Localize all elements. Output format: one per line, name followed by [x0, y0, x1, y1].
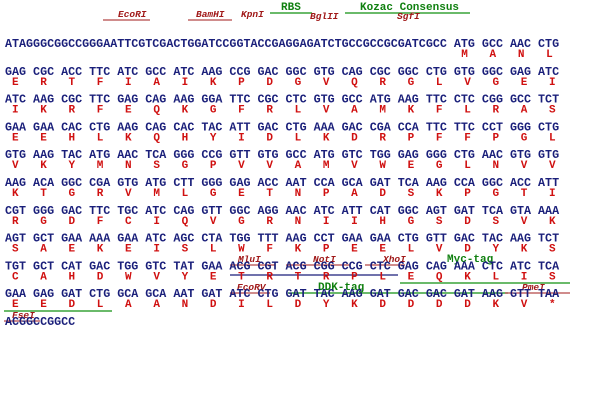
tag-label: Kozac Consensus: [360, 2, 459, 14]
dna-sequence: ATAGGGCGGCCGGGAATTCGTCGACTGGATCCGGTACCGA…: [5, 37, 559, 51]
site-label: MluI: [237, 254, 261, 265]
protein-sequence: VKYMNSGPVVAMVWEGLNVV: [12, 160, 577, 172]
protein-sequence: EEHLKQHYIDLKDRPFFPGL: [12, 132, 577, 144]
dna-sequence: TGT GCT CAT GAC TGG GTC TAT GAA ACG CGT …: [5, 259, 560, 273]
site-label: NotI: [313, 254, 336, 265]
site-label: SgfI: [397, 11, 420, 22]
site-label: EcoRV: [237, 282, 267, 293]
site-label: PmeI: [522, 282, 545, 293]
protein-sequence: ERTFIAIKPDGVQRGLVGEI: [12, 77, 577, 89]
dna-sequence: GAA GAG GAT CTG GCA GCA AAT GAT ATC CTG …: [5, 287, 560, 301]
protein-sequence: SAEKEISLWFKPEELVDYKS: [12, 244, 577, 256]
site-label: EcoRI: [118, 9, 147, 20]
site-label: BamHI: [196, 9, 225, 20]
protein-sequence: RGDFCIQVGRNIIHGSDSVK: [12, 216, 577, 228]
tag-label: Myc-tag: [447, 254, 493, 266]
protein-sequence: CAHDWVYETRTRPLEQKLIS: [12, 271, 577, 283]
dna-sequence: ACGGCCGGCC: [5, 315, 75, 329]
site-label: BglII: [310, 11, 339, 22]
site-label: FseI: [12, 310, 35, 321]
dna-sequence: CGT GGG GAC TTC TGC ATC CAG GTT GGC AGG …: [5, 204, 560, 218]
dna-sequence: AGT GCT GAA AAA GAA ATC AGC CTA TGG TTT …: [5, 232, 559, 246]
dna-sequence: ATC AAG CGC TTC GAG CAG AAG GGA TTC CGC …: [5, 93, 559, 107]
protein-sequence: EEDLAANDILDYKDDDDKV*: [12, 299, 577, 311]
site-label: KpnI: [241, 9, 264, 20]
dna-sequence: GAA GAA CAC CTG AAG CAG CAC TAC ATT GAC …: [5, 120, 559, 134]
dna-sequence: AAG ACA GGC CGA GTG ATG CTT GGG GAG ACC …: [5, 176, 559, 190]
annotations: EcoRI BamHI KpnI RBS BglII Kozac Consens…: [4, 2, 570, 322]
site-label: XhoI: [382, 254, 406, 265]
tag-label: RBS: [281, 2, 301, 14]
tag-label: DDK-tag: [318, 282, 364, 294]
dna-sequence: GAG CGC ACC TTC ATC GCC ATC AAG CCG GAC …: [5, 65, 559, 79]
protein-sequence: IKRFEQKGFRLVAMKFLRAS: [12, 105, 577, 117]
protein-sequence: KTGRVMLGETNPADSKPGTI: [12, 188, 577, 200]
dna-sequence: GTG AAG TAC ATG AAC TCA GGG CCG GTT GTG …: [5, 148, 559, 162]
protein-sequence: MANL: [461, 49, 574, 61]
